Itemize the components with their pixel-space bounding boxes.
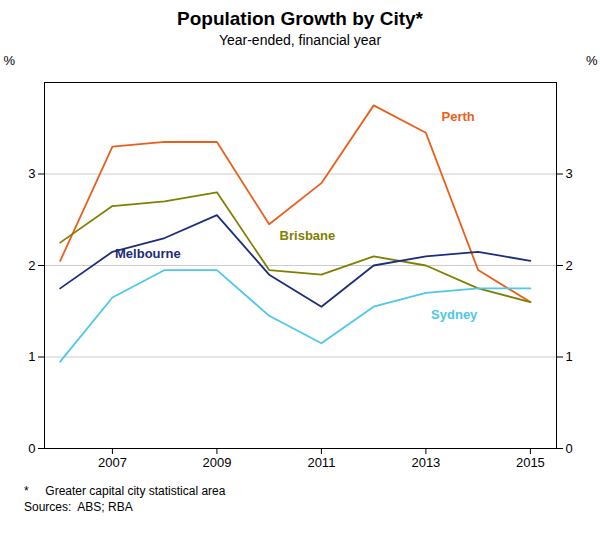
svg-text:0: 0 [566, 441, 573, 456]
svg-text:2009: 2009 [202, 455, 231, 470]
svg-text:0: 0 [28, 441, 35, 456]
svg-text:2007: 2007 [98, 455, 127, 470]
html-text:* Greater capital city statist: * Greater capital city statistical area [24, 484, 226, 498]
html-text:Year-ended, financial year: Year-ended, financial year [218, 32, 382, 48]
svg-text:2013: 2013 [411, 455, 440, 470]
svg-text:1: 1 [28, 349, 35, 364]
svg-text:2011: 2011 [307, 455, 335, 470]
svg-text:1: 1 [566, 349, 573, 364]
html-text:Sources: ABS; RBA: Sources: ABS; RBA [24, 500, 133, 514]
svg-text:Perth: Perth [442, 109, 475, 124]
svg-text:Sydney: Sydney [431, 307, 478, 322]
svg-text:3: 3 [566, 166, 573, 181]
svg-text:Melbourne: Melbourne [115, 246, 181, 261]
html-text:Population Growth by City*: Population Growth by City* [177, 8, 423, 29]
svg-text:%: % [586, 53, 598, 68]
svg-text:%: % [4, 53, 16, 68]
svg-text:2: 2 [566, 258, 573, 273]
svg-text:2: 2 [28, 258, 35, 273]
svg-text:Brisbane: Brisbane [280, 228, 336, 243]
svg-text:2015: 2015 [516, 455, 545, 470]
svg-text:3: 3 [28, 166, 35, 181]
